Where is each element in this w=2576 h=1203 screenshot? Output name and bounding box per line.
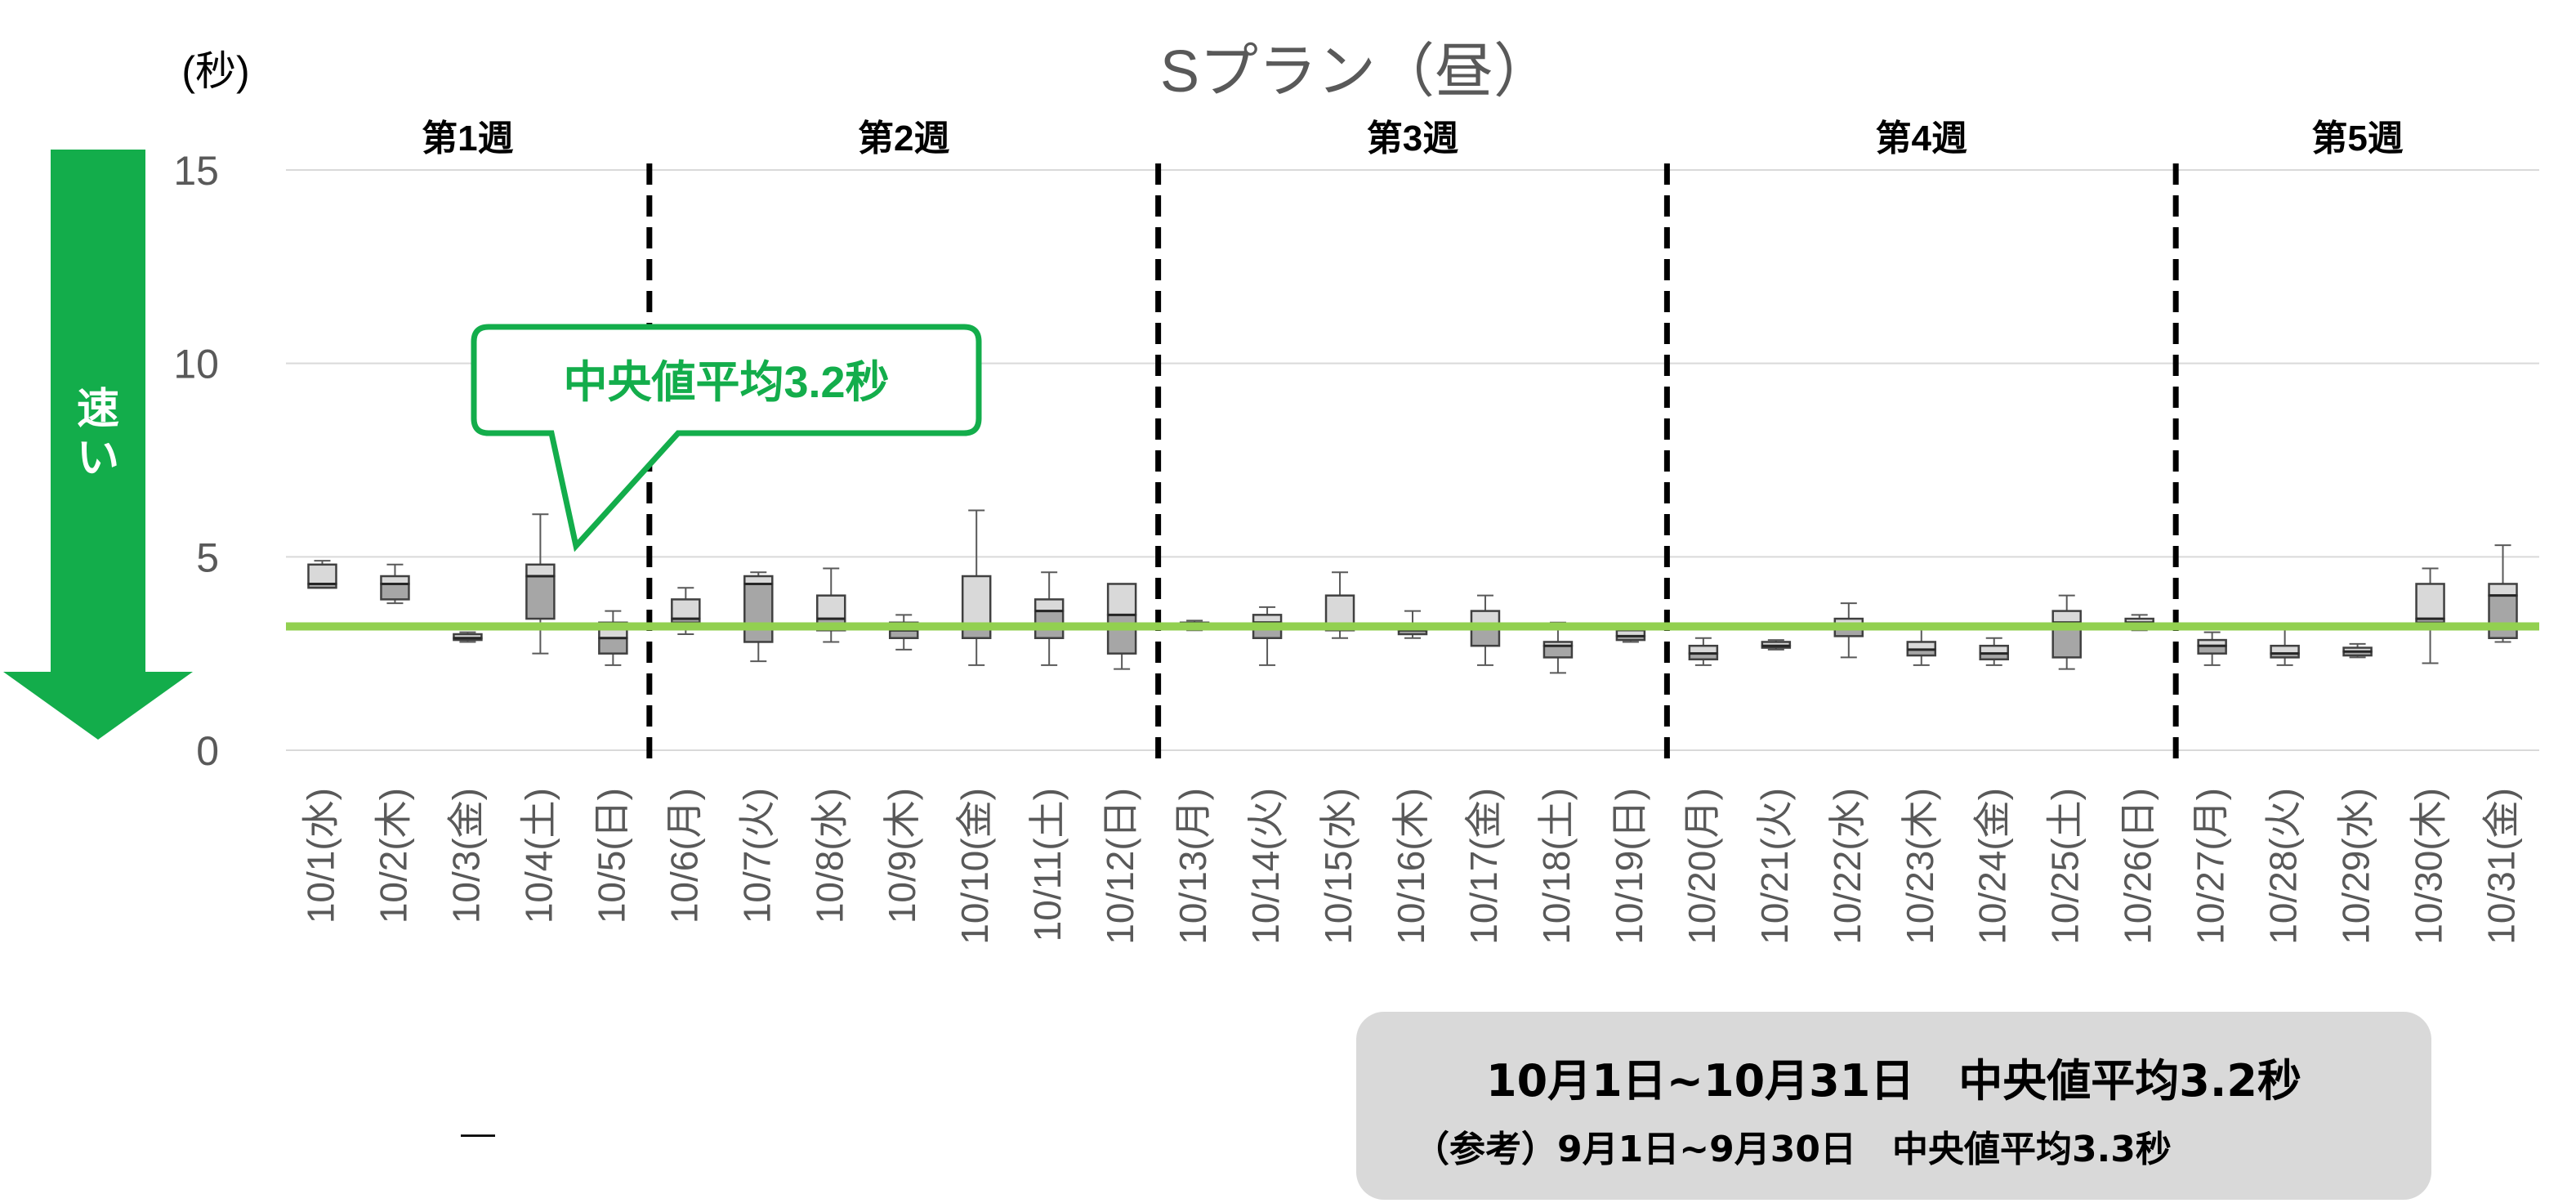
x-tick-label: 10/27(月) bbox=[2190, 788, 2232, 945]
x-tick-label: 10/3(金) bbox=[444, 788, 487, 923]
box-lower bbox=[380, 583, 410, 601]
week-label: 第3週 bbox=[1367, 119, 1458, 159]
summary-main-text: 10月1日~10月31日 中央値平均3.2秒 bbox=[1486, 1055, 2301, 1107]
x-tick-label: 10/7(火) bbox=[735, 788, 778, 923]
x-tick-label: 10/30(木) bbox=[2408, 788, 2450, 945]
x-tick-label: 10/17(金) bbox=[1462, 788, 1505, 945]
x-tick-label: 10/15(水) bbox=[1317, 788, 1359, 945]
x-tick-label: 10/18(土) bbox=[1535, 788, 1578, 945]
week-labels: 第1週 第2週 第3週 第4週 第5週 bbox=[422, 119, 2404, 159]
box-upper bbox=[816, 594, 846, 620]
summary-reference-text: （参考）9月1日~9月30日 中央値平均3.3秒 bbox=[1413, 1129, 2172, 1170]
x-tick-label: 10/26(日) bbox=[2117, 788, 2159, 945]
x-tick-label: 10/4(土) bbox=[517, 788, 560, 923]
x-tick-label: 10/31(金) bbox=[2480, 788, 2523, 945]
week-dividers bbox=[646, 163, 2179, 762]
x-tick-label: 10/28(火) bbox=[2262, 788, 2305, 945]
x-tick-label: 10/6(月) bbox=[663, 788, 705, 923]
x-tick-label: 10/29(水) bbox=[2335, 788, 2377, 945]
box-upper bbox=[1106, 583, 1137, 616]
box-lower bbox=[1106, 614, 1137, 655]
week-label: 第5週 bbox=[2311, 119, 2403, 159]
y-tick-labels: 0 5 10 15 bbox=[173, 148, 219, 774]
down-arrow-icon bbox=[3, 150, 193, 740]
speed-arrow: 速 い bbox=[3, 150, 193, 740]
box-upper bbox=[307, 563, 337, 585]
x-tick-label: 10/5(日) bbox=[590, 788, 632, 923]
x-tick-label: 10/14(火) bbox=[1244, 788, 1287, 945]
stray-dash-mark: — bbox=[461, 1113, 495, 1152]
x-tick-label: 10/16(木) bbox=[1390, 788, 1432, 945]
box-lower bbox=[598, 637, 628, 655]
box-lower bbox=[2488, 594, 2518, 639]
week-label: 第1週 bbox=[422, 119, 513, 159]
box-lower bbox=[1542, 644, 1574, 659]
median-callout: 中央値平均3.2秒 bbox=[471, 324, 982, 552]
summary-box: 10月1日~10月31日 中央値平均3.2秒 （参考）9月1日~9月30日 中央… bbox=[1356, 1012, 2431, 1200]
box-upper bbox=[1324, 594, 1355, 628]
week-label: 第2週 bbox=[858, 119, 949, 159]
speed-arrow-label-char: 速 bbox=[77, 386, 119, 433]
x-tick-label: 10/9(木) bbox=[881, 788, 923, 923]
y-tick-label: 15 bbox=[173, 148, 219, 194]
box-upper bbox=[525, 563, 556, 578]
callout-bubble bbox=[471, 324, 982, 552]
x-tick-label: 10/13(月) bbox=[1172, 788, 1214, 945]
x-tick-label: 10/23(木) bbox=[1899, 788, 1941, 945]
box-upper bbox=[1034, 598, 1065, 612]
box-upper bbox=[2488, 583, 2518, 597]
box-upper bbox=[2051, 610, 2082, 624]
x-tick-label: 10/2(木) bbox=[372, 788, 414, 923]
y-tick-label: 10 bbox=[173, 342, 219, 387]
x-tick-label: 10/10(金) bbox=[953, 788, 996, 945]
x-tick-label: 10/11(土) bbox=[1026, 788, 1069, 941]
x-tick-label: 10/8(水) bbox=[808, 788, 850, 923]
x-tick-label: 10/19(日) bbox=[1608, 788, 1650, 945]
speed-arrow-label-char: い bbox=[77, 435, 119, 482]
week-label: 第4週 bbox=[1876, 119, 1967, 159]
box-lower bbox=[743, 583, 774, 643]
x-tick-label: 10/12(日) bbox=[1099, 788, 1141, 945]
box-series bbox=[307, 509, 2518, 674]
y-unit-label: (秒) bbox=[181, 48, 249, 94]
callout-text: 中央値平均3.2秒 bbox=[563, 358, 889, 407]
x-tick-label: 10/25(土) bbox=[2044, 788, 2087, 945]
y-tick-label: 5 bbox=[196, 534, 219, 580]
x-tick-labels: 10/1(水) 10/2(木) 10/3(金) 10/4(土) 10/5(日) 10/6(… bbox=[299, 788, 2522, 945]
x-tick-label: 10/24(金) bbox=[1971, 788, 2014, 945]
box-lower bbox=[525, 575, 556, 620]
x-tick-label: 10/20(月) bbox=[1681, 788, 1723, 945]
x-tick-label: 10/1(水) bbox=[299, 788, 342, 923]
x-tick-label: 10/21(火) bbox=[1753, 788, 1796, 945]
y-tick-label: 0 bbox=[196, 728, 219, 774]
box-upper bbox=[961, 575, 992, 628]
chart-title: Sプラン（昼） bbox=[1160, 39, 1552, 105]
grid-lines bbox=[286, 169, 2539, 751]
box-upper bbox=[671, 598, 701, 620]
box-upper bbox=[2415, 583, 2445, 620]
x-tick-label: 10/22(水) bbox=[1826, 788, 1868, 945]
